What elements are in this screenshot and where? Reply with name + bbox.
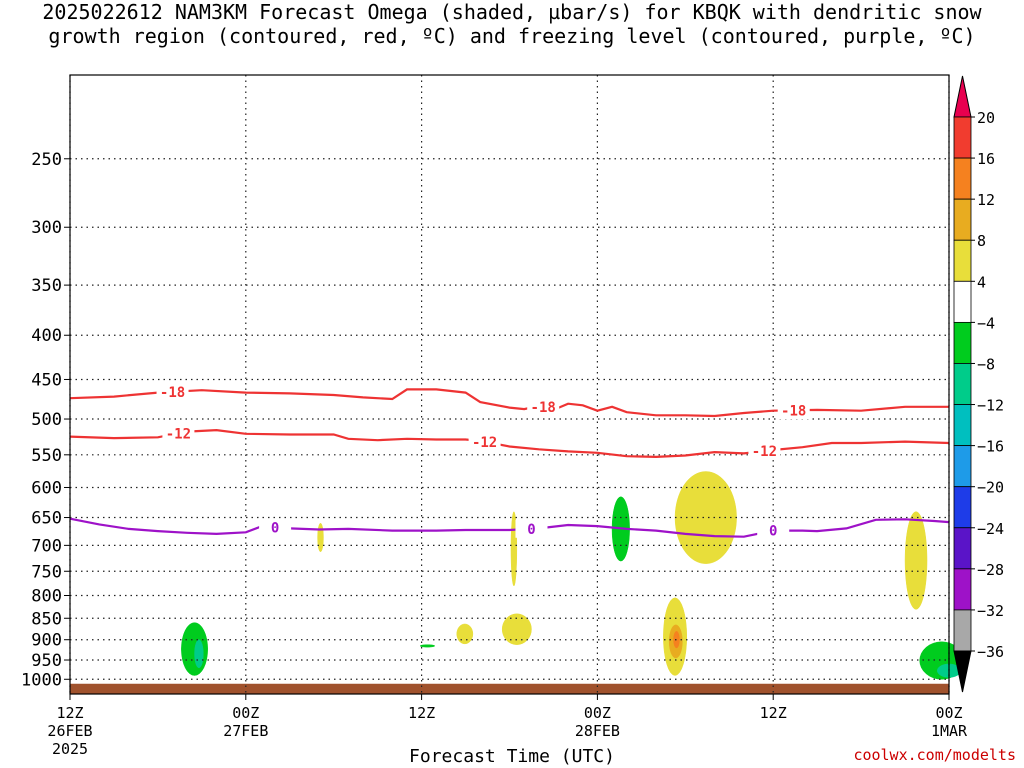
colorbar-tick-label-4: 4 [977,273,986,291]
x-tick-label-0-0: 12Z [56,704,83,722]
omega-region-10 [674,471,737,564]
omega-region-14 [904,511,928,610]
y-tick-label-300: 300 [31,218,62,238]
colorbar-tick-label-10: −24 [977,520,1004,538]
contour-label-2-2: 0 [769,524,777,540]
chart-title: 2025022612 NAM3KM Forecast Omega (shaded… [0,0,1024,48]
colorbar-band-11 [953,527,972,570]
y-tick-label-900: 900 [31,631,62,651]
contour-label-bg-0-1 [527,398,560,417]
plot-frame [69,74,950,695]
colorbar-tick-label-11: −28 [977,561,1004,579]
colorbar-tick-label-7: −12 [977,397,1004,415]
colorbar-tick-label-0: 20 [977,109,995,127]
omega-region-8 [456,623,474,645]
y-tick-label-350: 350 [31,276,62,296]
omega-shading-layer [181,471,964,680]
colorbar-tick-label-13: −36 [977,643,1004,661]
y-tick-label-250: 250 [31,150,62,170]
x-tick-label-1-1: 27FEB [223,722,268,740]
x-axis-title: Forecast Time (UTC) [409,746,615,767]
contour-label-0-1: -18 [531,400,556,416]
colorbar-band-3 [953,198,972,241]
contour-label-bg-0-2 [777,401,810,420]
omega-region-13 [673,631,680,649]
contour-label-2-1: 0 [527,522,535,538]
contour-line-1 [69,428,950,459]
y-tick-label-1000: 1000 [21,670,62,690]
contour-label-0-2: -18 [781,403,806,419]
contour-layer: -18 -18 -18 -12 -12 -12 0 0 0 [69,382,950,540]
omega-region-1 [194,639,204,669]
colorbar-bottom-arrow [953,650,972,693]
contour-label-bg-2-2 [757,521,790,540]
contour-label-0-0: -18 [160,385,185,401]
y-tick-label-600: 600 [31,478,62,498]
x-tick-label-5-1: 1MAR [931,722,968,740]
terrain-layer [70,683,949,694]
chart-title-line1: 2025022612 NAM3KM Forecast Omega (shaded… [42,0,982,24]
y-tick-label-750: 750 [31,562,62,582]
chart-title-line2: growth region (contoured, red, ºC) and f… [48,24,976,48]
contour-label-1-2: -12 [752,444,777,460]
colorbar-tick-label-6: −8 [977,355,995,373]
x-tick-label-5-0: 00Z [935,704,962,722]
contour-label-bg-1-1 [468,432,501,451]
y-tick-label-800: 800 [31,586,62,606]
y-tick-label-500: 500 [31,410,62,430]
colorbar-band-5 [953,280,972,323]
omega-region-9 [501,613,532,645]
colorbar-band-12 [953,568,972,611]
y-tick-label-550: 550 [31,446,62,466]
omega-region-6 [317,523,324,552]
colorbar-top-arrow [953,75,972,118]
colorbar-band-10 [953,486,972,529]
y-tick-label-400: 400 [31,326,62,346]
omega-region-2 [419,644,436,648]
contour-label-bg-2-0 [259,518,292,537]
x-tick-label-1-0: 00Z [232,704,259,722]
axes-layer: 2503003504004505005506006507007508008509… [21,74,968,758]
colorbar-tick-label-5: −4 [977,314,995,332]
colorbar-band-7 [953,363,972,405]
x-tick-label-3-0: 00Z [584,704,611,722]
x-tick-label-0-1: 26FEB [47,722,92,740]
y-tick-label-450: 450 [31,370,62,390]
y-tick-label-650: 650 [31,509,62,529]
x-tick-label-2-0: 12Z [408,704,435,722]
colorbar-band-9 [953,445,972,488]
colorbar-tick-label-3: 8 [977,232,986,250]
x-tick-label-4-0: 12Z [760,704,787,722]
colorbar-band-8 [953,404,972,447]
watermark: coolwx.com/modelts [853,746,1016,764]
contour-line-2 [69,517,950,538]
contour-label-bg-1-0 [162,424,195,443]
colorbar-band-1 [953,116,972,159]
grid-layer [69,75,950,694]
terrain-ground [70,683,949,694]
y-tick-label-700: 700 [31,536,62,556]
colorbar-band-13 [953,609,972,652]
colorbar-tick-label-2: 12 [977,191,995,209]
colorbar-tick-label-9: −20 [977,479,1004,497]
contour-label-1-0: -12 [166,426,191,442]
colorbar-band-4 [953,239,972,282]
colorbar-band-2 [953,157,972,200]
contour-label-2-0: 0 [271,521,279,537]
contour-line-0 [69,388,949,418]
contour-label-bg-2-1 [515,519,548,538]
colorbar-tick-label-12: −32 [977,602,1004,620]
colorbar-band-6 [953,321,972,364]
y-tick-label-950: 950 [31,651,62,671]
y-tick-label-850: 850 [31,609,62,629]
contour-label-bg-1-2 [748,442,781,461]
contour-label-bg-0-0 [156,382,189,401]
x-tick-label-3-1: 28FEB [575,722,620,740]
colorbar: 20 16 12 8 4 −4 −8 −12 −16 −20 −24 −28 −32 −36 [953,75,1004,693]
x-tick-label-0-2: 2025 [52,740,88,758]
colorbar-tick-label-1: 16 [977,150,995,168]
contour-label-1-1: -12 [472,435,497,451]
colorbar-tick-label-8: −16 [977,438,1004,456]
